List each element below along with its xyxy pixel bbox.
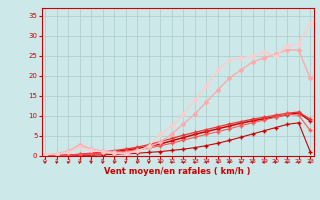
X-axis label: Vent moyen/en rafales ( km/h ): Vent moyen/en rafales ( km/h ) — [104, 167, 251, 176]
